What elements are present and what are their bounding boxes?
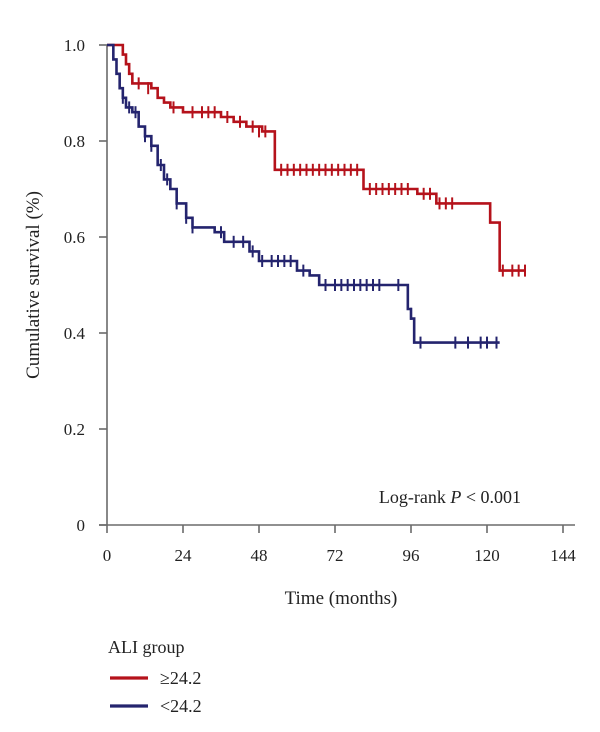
x-tick-label: 96 xyxy=(403,546,420,565)
legend: ALI group ≥24.2 <24.2 xyxy=(108,637,202,716)
x-tick-label: 24 xyxy=(175,546,193,565)
x-tick-label: 144 xyxy=(550,546,576,565)
series-low xyxy=(107,43,500,349)
y-tick-label: 0 xyxy=(77,516,86,535)
y-axis-title: Cumulative survival (%) xyxy=(23,191,44,379)
legend-title: ALI group xyxy=(108,637,184,657)
legend-label-high: ≥24.2 xyxy=(160,668,201,688)
annotation-suffix: < 0.001 xyxy=(461,487,521,507)
series-high xyxy=(107,43,526,277)
y-ticks: 0 0.2 0.4 0.6 0.8 1.0 xyxy=(64,36,107,535)
y-tick-label: 1.0 xyxy=(64,36,85,55)
y-tick-label: 0.4 xyxy=(64,324,86,343)
x-ticks: 0 24 48 72 96 120 144 xyxy=(103,525,576,565)
series-layer xyxy=(107,43,526,349)
y-tick-label: 0.6 xyxy=(64,228,85,247)
y-tick-label: 0.8 xyxy=(64,132,85,151)
x-tick-label: 120 xyxy=(474,546,500,565)
annotation-prefix: Log-rank xyxy=(379,487,450,507)
y-tick-label: 0.2 xyxy=(64,420,85,439)
survival-curve xyxy=(107,43,525,272)
survival-curve xyxy=(107,43,500,344)
axes xyxy=(99,45,575,526)
annotation-p-symbol: P xyxy=(449,487,461,507)
x-tick-label: 72 xyxy=(327,546,344,565)
log-rank-annotation: Log-rank P < 0.001 xyxy=(379,487,521,507)
x-tick-label: 48 xyxy=(251,546,268,565)
x-axis-title: Time (months) xyxy=(285,588,398,609)
x-tick-label: 0 xyxy=(103,546,112,565)
legend-label-low: <24.2 xyxy=(160,696,202,716)
